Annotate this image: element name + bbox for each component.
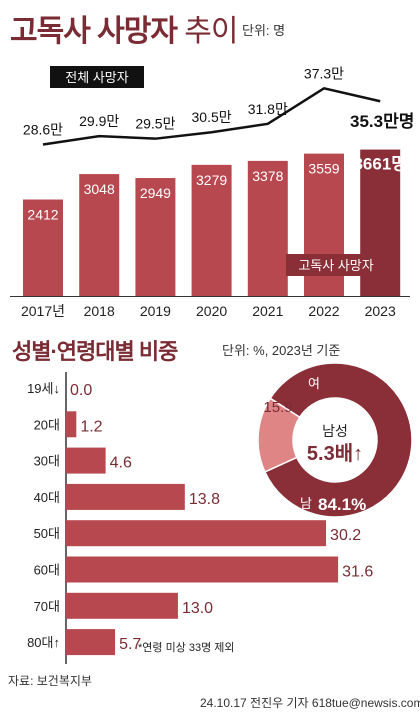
source-text: 자료: 보건복지부 [8,674,92,688]
age-category-label-5: 60대 [34,563,60,578]
bar-0 [23,199,63,296]
bar-value-label-4: 3378 [252,168,283,184]
age-category-label-0: 19세↓ [27,381,60,396]
age-bar-2 [66,447,106,474]
pie-slice-label-1: 15.9 [263,399,292,416]
credit-text: 24.10.17 전진우 기자 618tue@newsis.com [200,696,420,710]
pie-center [294,399,376,481]
age-bar-4 [66,520,327,547]
age-note: *연령 미상 33명 제외 [138,641,235,654]
bar-4 [247,160,288,296]
age-bar-3 [66,483,185,510]
x-tick-label-2: 2019 [140,303,171,319]
x-tick-label-6: 2023 [365,303,396,319]
bar-value-label-6: 3661명 [353,155,406,174]
section2-title: 성별·연령대별 비중 [12,339,178,364]
line-value-label-4: 31.8만 [248,101,288,117]
pie-slice-label-0: 84.1% [318,495,366,514]
age-category-label-3: 40대 [34,490,60,505]
pie-slice-0 [263,362,413,518]
age-category-label-6: 70대 [34,599,60,614]
title-main-text: 고독사 사망자 [10,15,178,48]
bar-2 [135,178,176,296]
age-value-label-5: 31.6 [342,564,373,581]
age-category-label-2: 30대 [34,454,60,469]
bar-value-label-2: 2949 [140,185,171,201]
x-tick-label-4: 2021 [252,303,283,319]
age-category-label-7: 80대↑ [27,635,60,650]
line-value-label-0: 28.6만 [23,121,63,137]
line-value-label-6: 35.3만명 [350,112,414,131]
age-value-label-0: 0.0 [70,382,92,399]
age-value-label-1: 1.2 [80,418,102,435]
bar-legend-label: 고독사 사망자 [298,258,373,273]
line-value-label-1: 29.9만 [79,113,119,129]
line-series-total [42,87,381,146]
bar-value-label-1: 3048 [84,181,115,197]
age-category-label-4: 50대 [34,526,60,541]
bar-value-label-3: 3279 [196,172,227,188]
bar-3 [191,164,232,296]
bar-1 [79,174,120,296]
title-suffix: 추이 [184,15,238,48]
section2-unit: 단위: %, 2023년 기준 [222,343,341,358]
line-legend-box [50,66,144,88]
pie-slice-name-1: 여 [308,376,320,391]
pie-center-label: 남성 [322,423,348,439]
pie-slice-name-0: 남 [300,496,312,511]
age-value-label-2: 4.6 [110,455,132,472]
x-tick-label-1: 2018 [84,303,115,319]
bar-legend-box [286,254,386,276]
x-tick-label-5: 2022 [308,303,339,319]
bar-value-label-0: 2412 [27,207,58,223]
x-tick-label-0: 2017년 [21,303,65,319]
age-value-label-4: 30.2 [330,527,361,544]
line-legend-label: 전체 사망자 [65,70,128,85]
pie-center-value: 5.3배↑ [307,442,363,465]
line-value-label-5: 37.3만 [304,65,344,81]
x-tick-label-3: 2020 [196,303,227,319]
age-bar-1 [66,411,77,438]
age-category-label-1: 20대 [34,417,60,432]
age-bar-7 [66,629,116,656]
age-value-label-7: 5.7 [119,636,141,653]
page-title: 고독사 사망자 추이 [10,6,238,50]
pie-slice-1 [257,397,301,473]
age-bar-6 [66,592,178,619]
bar-value-label-5: 3559 [308,161,339,177]
age-bar-5 [66,556,339,583]
age-value-label-6: 13.0 [182,600,213,617]
age-value-label-3: 13.8 [189,491,220,508]
unit-label: 단위: 명 [242,23,286,38]
line-value-label-2: 29.5만 [135,116,175,132]
line-value-label-3: 30.5만 [192,109,232,125]
